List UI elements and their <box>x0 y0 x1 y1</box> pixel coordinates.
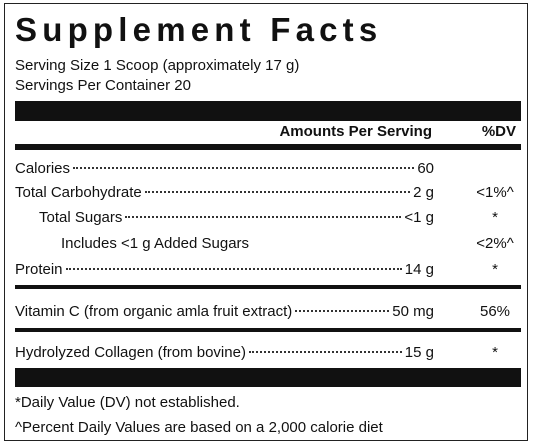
nutrient-row: Total Carbohydrate 2 g <box>15 184 434 202</box>
nutrient-name: Vitamin C (from organic amla fruit extra… <box>15 303 293 320</box>
daily-value: <2%^ <box>476 235 514 252</box>
nutrient-name: Total Sugars <box>39 209 123 226</box>
amount: 2 g <box>413 184 434 201</box>
nutrient-row: Total Sugars <1 g <box>39 209 434 227</box>
rule <box>15 328 521 332</box>
daily-value: * <box>492 261 498 278</box>
thick-rule <box>15 368 521 387</box>
nutrient-row: Vitamin C (from organic amla fruit extra… <box>15 303 434 321</box>
nutrient-row: Protein 14 g <box>15 261 434 279</box>
nutrient-row: Calories 60 <box>15 160 434 178</box>
nutrient-name: Protein <box>15 261 63 278</box>
nutrient-name: Total Carbohydrate <box>15 184 142 201</box>
amount: 60 <box>417 160 434 177</box>
nutrient-name: Hydrolyzed Collagen (from bovine) <box>15 344 246 361</box>
amount: 50 mg <box>392 303 434 320</box>
title: Supplement Facts <box>15 11 383 48</box>
rule <box>15 144 521 150</box>
daily-value: * <box>492 209 498 226</box>
dv-header: %DV <box>481 123 516 140</box>
amount-header: Amounts Per Serving <box>279 123 432 140</box>
rule <box>15 285 521 289</box>
nutrient-name: Calories <box>15 160 71 177</box>
daily-value: 56% <box>479 303 511 320</box>
servings-per-container: Servings Per Container 20 <box>15 77 191 94</box>
amount: <1 g <box>404 209 434 226</box>
footnote: *Daily Value (DV) not established. <box>15 394 240 411</box>
nutrient-row: Hydrolyzed Collagen (from bovine) 15 g <box>15 344 434 362</box>
thick-rule <box>15 101 521 121</box>
daily-value: <1%^ <box>476 184 514 201</box>
daily-value: * <box>492 344 498 361</box>
amount: 14 g <box>404 261 434 278</box>
supplement-label: Supplement Facts Serving Size 1 Scoop (a… <box>4 3 528 441</box>
amount: 15 g <box>404 344 434 361</box>
nutrient-name: Includes <1 g Added Sugars <box>61 235 250 252</box>
footnote: ^Percent Daily Values are based on a 2,0… <box>15 419 383 436</box>
serving-size: Serving Size 1 Scoop (approximately 17 g… <box>15 57 300 74</box>
